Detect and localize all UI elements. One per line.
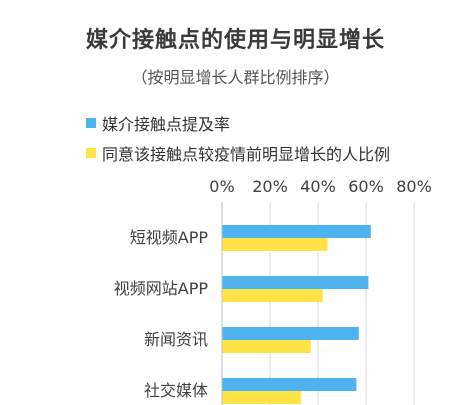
x-tick-label-4: 80% bbox=[396, 177, 432, 196]
bar-2-3 bbox=[222, 340, 311, 353]
bar-1-3 bbox=[222, 327, 359, 340]
legend-item-series-2: 同意该接触点较疫情前明显增长的人比例 bbox=[86, 138, 390, 168]
legend-label-series-1: 媒介接触点提及率 bbox=[102, 115, 231, 134]
category-label-3: 新闻资讯 bbox=[144, 330, 208, 349]
legend: 媒介接触点提及率 同意该接触点较疫情前明显增长的人比例 bbox=[86, 108, 390, 168]
bar-2-2 bbox=[222, 289, 323, 302]
legend-swatch-series-1 bbox=[86, 118, 96, 128]
x-tick-label-1: 20% bbox=[252, 177, 288, 196]
x-tick-label-2: 40% bbox=[300, 177, 336, 196]
bar-2-4 bbox=[222, 391, 302, 404]
category-label-1: 短视频APP bbox=[130, 228, 209, 247]
chart-title: 媒介接触点的使用与明显增长 bbox=[85, 28, 385, 53]
legend-swatch-series-2 bbox=[86, 148, 96, 158]
category-label-4: 社交媒体 bbox=[144, 381, 208, 400]
bar-1-1 bbox=[222, 225, 371, 238]
bar-2-1 bbox=[222, 238, 328, 251]
bar-1-4 bbox=[222, 378, 357, 391]
x-tick-label-3: 60% bbox=[348, 177, 384, 196]
legend-label-series-2: 同意该接触点较疫情前明显增长的人比例 bbox=[102, 145, 391, 164]
chart-subtitle: （按明显增长人群比例排序） bbox=[131, 68, 340, 87]
category-label-2: 视频网站APP bbox=[114, 279, 209, 298]
legend-item-series-1: 媒介接触点提及率 bbox=[86, 108, 390, 138]
x-tick-label-0: 0% bbox=[209, 177, 234, 196]
bar-1-2 bbox=[222, 276, 369, 289]
